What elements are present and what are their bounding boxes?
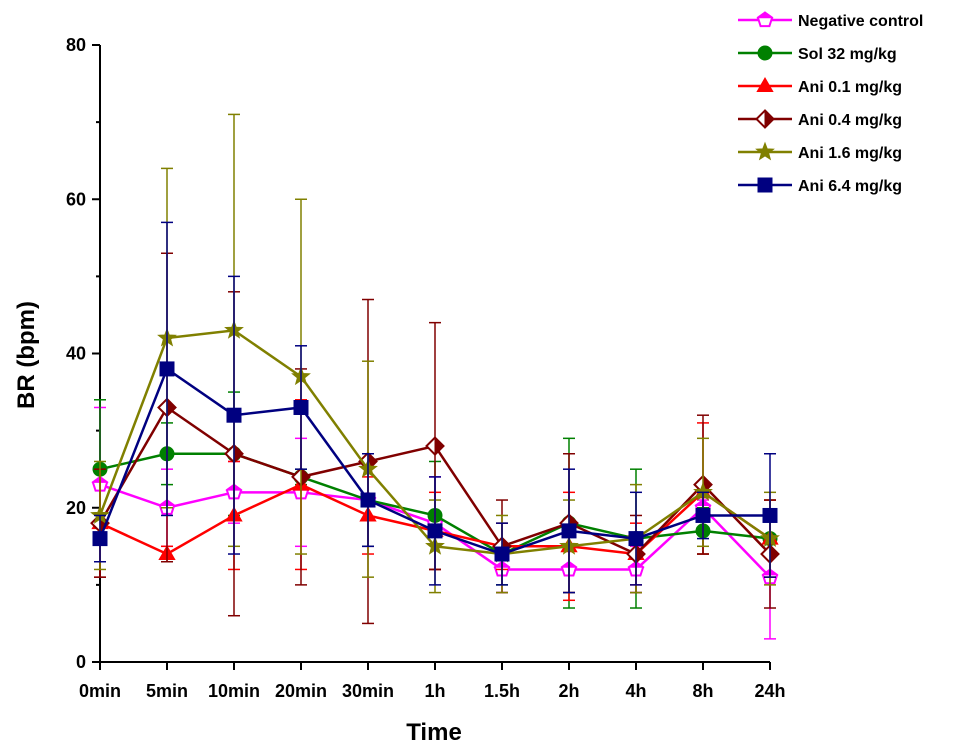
y-tick-label: 20 [66,498,86,518]
data-point-shape [762,507,778,523]
data-point-shape [427,523,443,539]
x-tick-label: 20min [275,681,327,701]
data-point [92,531,108,547]
x-tick-label: 24h [754,681,785,701]
x-tick-label: 1h [424,681,445,701]
legend-marker-shape [757,45,773,61]
data-point [293,399,309,415]
data-point [695,507,711,523]
data-point-shape [293,399,309,415]
legend-label: Negative control [798,13,923,30]
data-point-shape [159,361,175,377]
x-tick-label: 30min [342,681,394,701]
y-tick-label: 40 [66,344,86,364]
legend-item: Ani 6.4 mg/kg [738,177,902,195]
data-point [628,531,644,547]
x-tick-label: 4h [625,681,646,701]
x-tick-label: 8h [692,681,713,701]
legend-item: Ani 0.1 mg/kg [738,76,902,96]
legend-marker [757,45,773,61]
x-tick-label: 5min [146,681,188,701]
legend-marker [755,109,775,129]
legend-marker [757,177,773,193]
y-tick-label: 80 [66,35,86,55]
data-point-shape [695,507,711,523]
x-axis-title: Time [406,719,462,746]
x-tick-label: 10min [208,681,260,701]
data-point [427,523,443,539]
data-point-shape [226,407,242,423]
data-point [494,546,510,562]
legend-marker [756,11,774,28]
legend: Negative control Sol 32 mg/kg Ani 0.1 mg/k… [738,11,923,195]
legend-label: Ani 0.4 mg/kg [798,112,902,129]
legend-marker [756,76,774,92]
y-ticks: 0 20 40 60 80 [66,35,100,672]
legend-label: Ani 0.1 mg/kg [798,79,902,96]
y-axis-title: BR (bpm) [13,301,40,409]
data-point [360,492,376,508]
legend-label: Ani 6.4 mg/kg [798,178,902,195]
legend-marker-shape [757,177,773,193]
legend-label: Ani 1.6 mg/kg [798,145,902,162]
legend-marker-shape [756,76,774,92]
legend-marker-fill [764,109,775,129]
series-ani-6-4-mg-kg [92,221,778,594]
data-point [762,507,778,523]
data-point-shape [561,523,577,539]
x-ticks: 0min 5min 10min 20min 30min 1h 1.5h 2h 4h 8h 24h [79,662,786,701]
y-tick-label: 60 [66,189,86,209]
legend-item: Negative control [738,11,923,30]
legend-item: Ani 0.4 mg/kg [738,109,902,129]
legend-marker-fill [756,11,774,19]
x-tick-label: 0min [79,681,121,701]
data-point [561,523,577,539]
legend-item: Ani 1.6 mg/kg [738,141,902,162]
x-tick-label: 2h [558,681,579,701]
y-tick-label: 0 [76,652,86,672]
data-point [226,407,242,423]
legend-marker [755,141,775,161]
data-point [159,361,175,377]
data-point-fill [769,544,780,564]
x-tick-label: 1.5h [484,681,520,701]
data-point [425,436,445,456]
data-point-shape [494,546,510,562]
data-point-shape [360,492,376,508]
data-point-shape [628,531,644,547]
data-point-shape [92,531,108,547]
legend-marker-shape [755,141,775,161]
legend-label: Sol 32 mg/kg [798,46,897,63]
data-point-fill [434,436,445,456]
legend-item: Sol 32 mg/kg [738,45,897,63]
series-layer [90,113,780,640]
